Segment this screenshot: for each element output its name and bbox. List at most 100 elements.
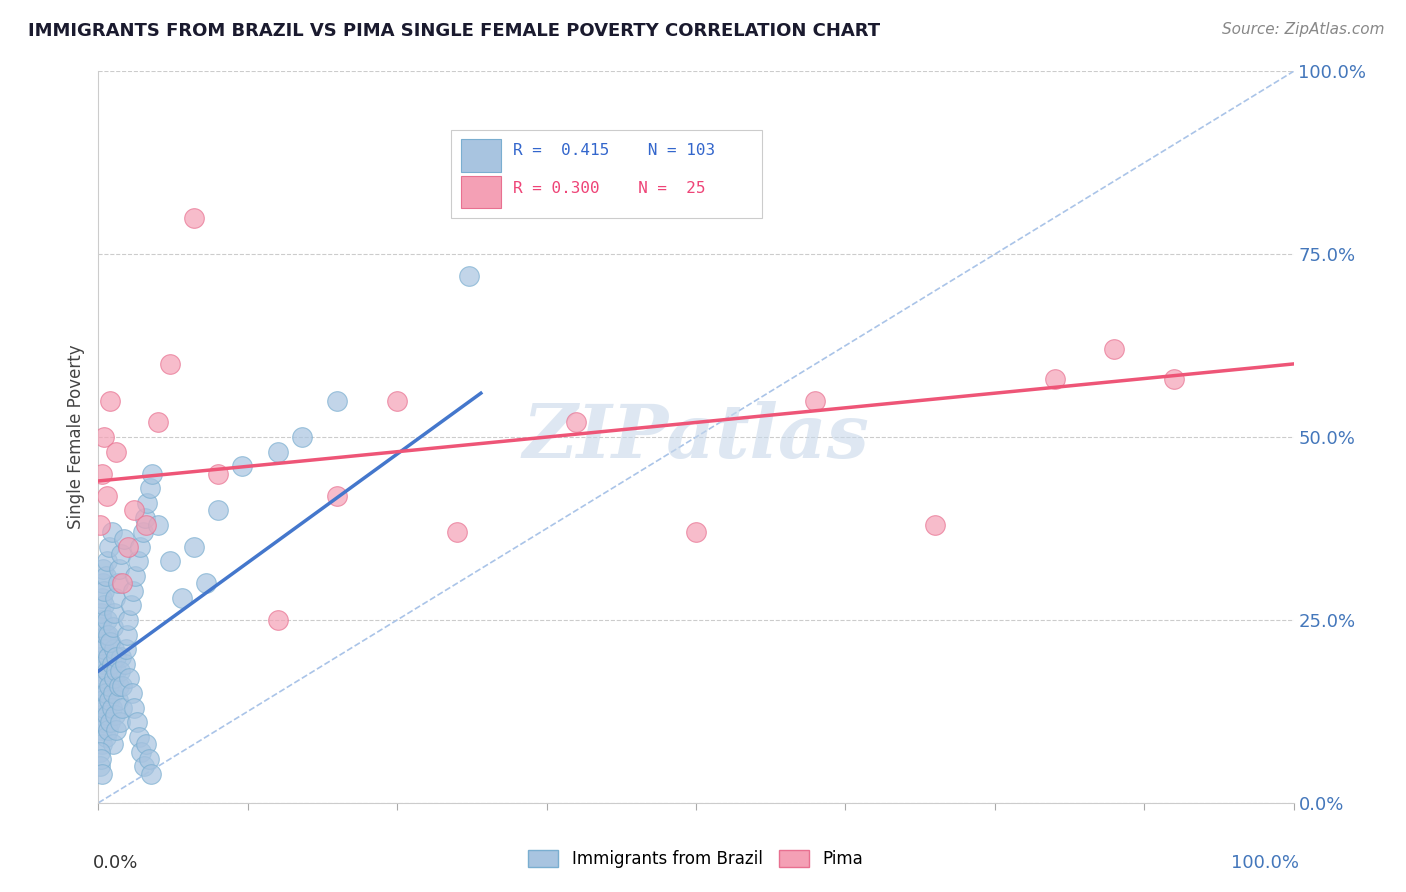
Point <box>195 576 218 591</box>
Point <box>89 759 111 773</box>
Point <box>101 620 124 634</box>
Point <box>117 540 139 554</box>
Point <box>94 686 117 700</box>
Point <box>96 554 118 568</box>
FancyBboxPatch shape <box>451 130 762 218</box>
Point <box>91 737 114 751</box>
Point <box>131 745 153 759</box>
Point <box>101 737 124 751</box>
Point <box>104 591 127 605</box>
Point <box>94 569 117 583</box>
Point <box>93 700 115 714</box>
Point <box>1104 343 1126 357</box>
Point <box>90 752 112 766</box>
Point <box>89 620 111 634</box>
Point <box>103 672 125 686</box>
Point <box>117 613 139 627</box>
FancyBboxPatch shape <box>461 139 501 171</box>
Point <box>105 649 128 664</box>
Point <box>121 686 143 700</box>
Point <box>103 642 125 657</box>
Point <box>207 467 229 481</box>
Point <box>91 679 114 693</box>
Point <box>111 576 134 591</box>
Point <box>91 562 114 576</box>
Point <box>124 569 146 583</box>
Point <box>326 393 349 408</box>
Point <box>98 540 121 554</box>
Point <box>96 489 118 503</box>
Point <box>110 547 132 561</box>
Point <box>114 657 136 671</box>
Point <box>100 657 122 671</box>
Point <box>91 693 114 707</box>
Point <box>111 679 134 693</box>
Point <box>91 715 114 730</box>
FancyBboxPatch shape <box>461 176 501 208</box>
Point <box>207 503 229 517</box>
Point <box>111 700 134 714</box>
Point <box>100 525 122 540</box>
Point <box>139 481 162 495</box>
Point <box>141 467 163 481</box>
Point <box>134 510 156 524</box>
Point <box>924 517 946 532</box>
Text: R =  0.415    N = 103: R = 0.415 N = 103 <box>513 143 716 158</box>
Point <box>267 444 290 458</box>
Point <box>385 393 409 408</box>
Point <box>124 700 146 714</box>
Point <box>124 503 146 517</box>
Point <box>1043 371 1066 385</box>
Point <box>89 745 111 759</box>
Point <box>267 613 290 627</box>
Point <box>129 540 152 554</box>
Y-axis label: Single Female Poverty: Single Female Poverty <box>66 345 84 529</box>
Point <box>90 664 112 678</box>
Point <box>128 730 150 744</box>
Point <box>118 672 141 686</box>
Text: Source: ZipAtlas.com: Source: ZipAtlas.com <box>1222 22 1385 37</box>
Point <box>103 606 125 620</box>
Point <box>326 489 349 503</box>
Text: IMMIGRANTS FROM BRAZIL VS PIMA SINGLE FEMALE POVERTY CORRELATION CHART: IMMIGRANTS FROM BRAZIL VS PIMA SINGLE FE… <box>28 22 880 40</box>
Point <box>127 554 149 568</box>
Point <box>104 708 127 723</box>
Point <box>132 759 155 773</box>
Point <box>115 627 138 641</box>
Point <box>91 766 114 780</box>
Point <box>291 430 314 444</box>
Point <box>93 583 115 598</box>
Point <box>93 599 115 613</box>
Point <box>96 613 118 627</box>
Point <box>107 576 129 591</box>
Point <box>135 517 157 532</box>
Text: R = 0.300    N =  25: R = 0.300 N = 25 <box>513 181 706 196</box>
Point <box>120 599 142 613</box>
Legend: Immigrants from Brazil, Pima: Immigrants from Brazil, Pima <box>522 844 870 875</box>
Point <box>98 715 122 730</box>
Point <box>101 686 124 700</box>
Text: ZIPatlas: ZIPatlas <box>523 401 869 474</box>
Point <box>97 649 120 664</box>
Point <box>94 730 117 744</box>
Point <box>91 467 114 481</box>
Point <box>565 416 588 430</box>
Point <box>89 686 111 700</box>
Text: 100.0%: 100.0% <box>1232 854 1299 872</box>
Point <box>91 613 114 627</box>
Point <box>107 693 129 707</box>
Point <box>98 693 121 707</box>
Point <box>91 657 114 671</box>
Point <box>115 642 138 657</box>
Point <box>125 715 148 730</box>
Point <box>136 496 159 510</box>
Point <box>98 679 121 693</box>
Point <box>98 393 122 408</box>
Point <box>105 664 128 678</box>
Point <box>159 554 181 568</box>
Point <box>138 752 160 766</box>
Text: 0.0%: 0.0% <box>93 854 138 872</box>
Point <box>90 708 112 723</box>
Point <box>131 525 153 540</box>
Point <box>93 672 115 686</box>
